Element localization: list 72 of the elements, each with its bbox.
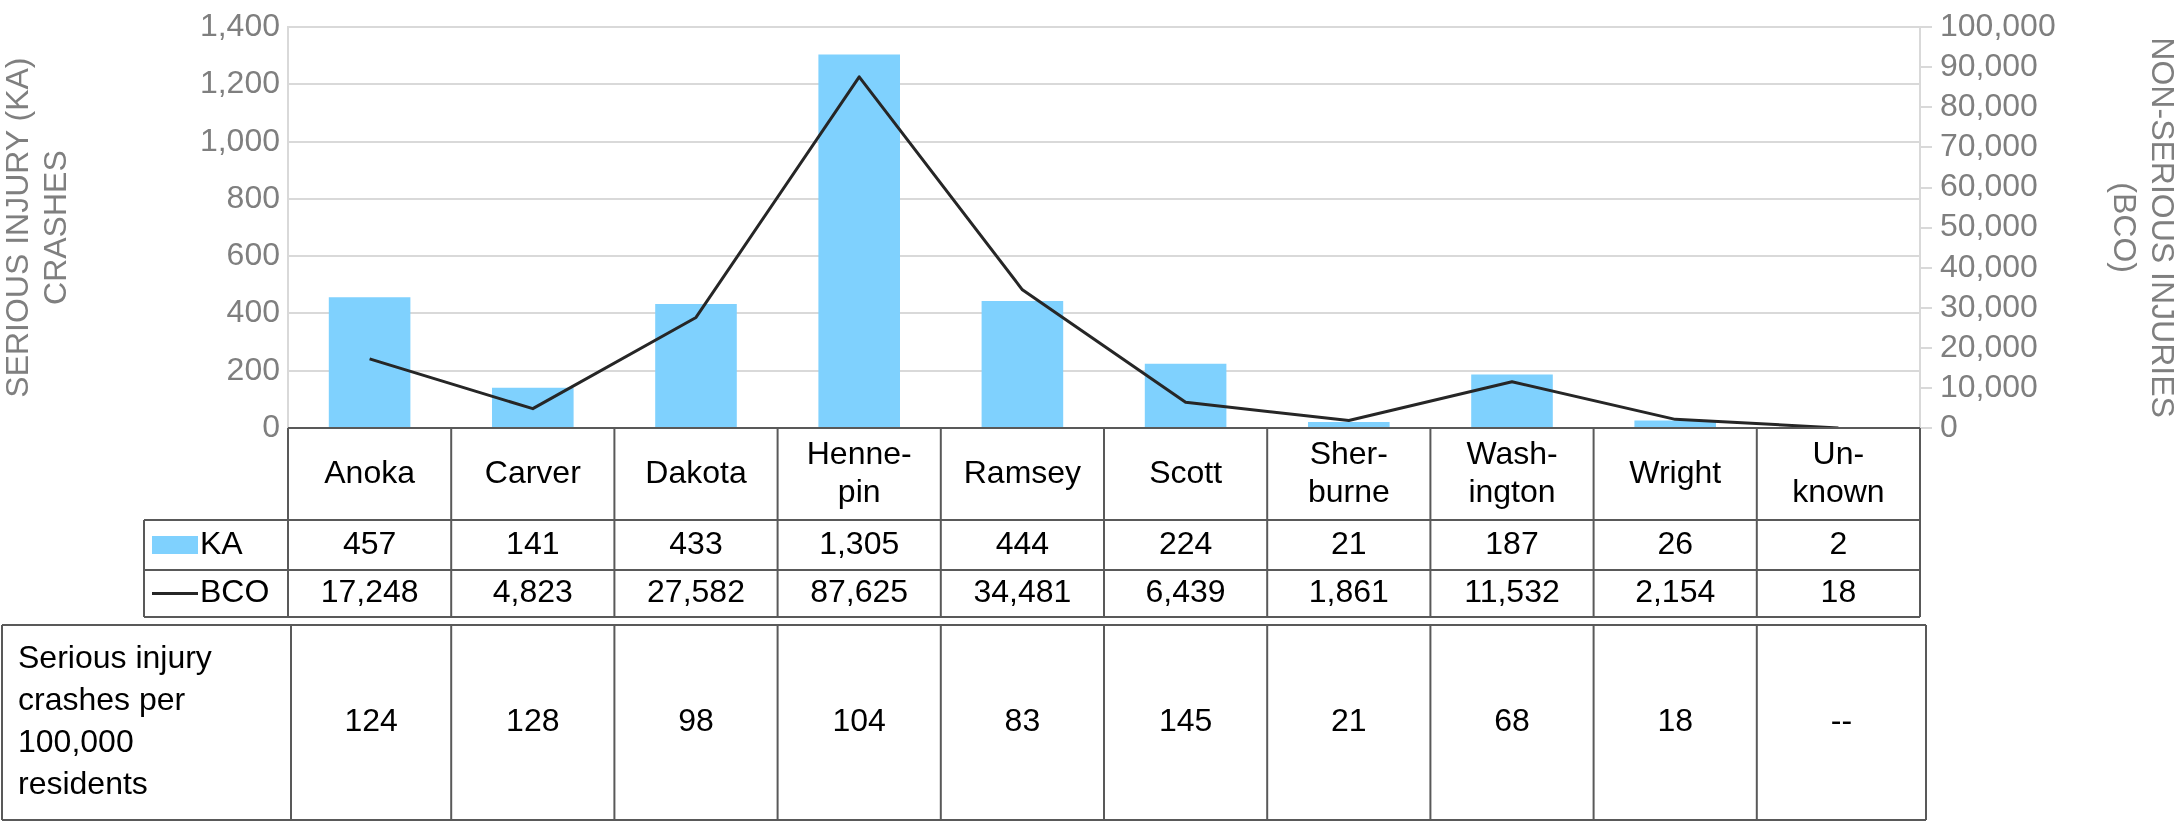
data-label: 26 — [1657, 524, 1693, 561]
bar — [1471, 374, 1553, 427]
data-label: 224 — [1158, 524, 1213, 561]
bar — [818, 54, 900, 427]
x-tick-label: Sher- burne — [1307, 434, 1390, 509]
data-label: 141 — [506, 524, 560, 561]
y-tick-label: 0 — [262, 407, 280, 444]
y-tick-label: 400 — [226, 293, 280, 330]
y-tick-label: 1,000 — [199, 121, 280, 158]
y2-tick-label: 50,000 — [1940, 207, 2038, 244]
x-tick-label: Henne- pin — [806, 434, 912, 509]
data-label: 18 — [1820, 573, 1857, 610]
y-tick-label: 600 — [226, 236, 280, 273]
legend-label: KA — [200, 524, 244, 561]
y2-tick-label: 90,000 — [1940, 47, 2038, 84]
data-label: 11,532 — [1464, 573, 1560, 610]
data-label: 34,481 — [973, 573, 1072, 610]
data-label: 27,582 — [647, 573, 745, 610]
y-axis-title: SERIOUS INJURY (KA) CRASHES — [0, 57, 74, 398]
y-tick-label: 200 — [226, 350, 280, 387]
x-tick-label: Carver — [484, 453, 582, 490]
bar — [492, 387, 574, 427]
bar — [981, 300, 1064, 427]
y2-tick-label: 40,000 — [1940, 247, 2038, 284]
x-tick-label: Un- known — [1792, 434, 1885, 509]
data-label: 2,154 — [1635, 573, 1716, 610]
y2-axis-title: NON-SERIOUS INJURIES (BCO) — [2106, 37, 2180, 418]
y2-tick-label: 10,000 — [1940, 367, 2038, 404]
legend-label: BCO — [200, 573, 270, 610]
data-label: 87,625 — [810, 573, 909, 610]
bar — [1144, 363, 1227, 427]
y2-tick-label: 60,000 — [1940, 167, 2038, 204]
text: -- — [1830, 702, 1853, 739]
data-label: 6,439 — [1145, 573, 1226, 610]
bar — [328, 297, 411, 427]
text: 98 — [678, 702, 714, 739]
data-label: 1,305 — [819, 524, 900, 561]
y2-tick-label: 0 — [1940, 407, 1958, 444]
y2-tick-label: 20,000 — [1940, 327, 2038, 364]
data-label: 1,861 — [1308, 573, 1389, 610]
data-label: 187 — [1485, 524, 1539, 561]
data-label: 433 — [669, 524, 723, 561]
y2-tick-label: 100,000 — [1940, 7, 2056, 44]
text: 128 — [506, 702, 560, 739]
x-tick-label: Wright — [1629, 453, 1722, 490]
x-tick-label: Scott — [1149, 453, 1223, 490]
text: Serious injury crashes per 100,000 residents — [18, 639, 212, 802]
text: 145 — [1158, 702, 1213, 739]
x-tick-label: Anoka — [324, 453, 416, 490]
data-label: 21 — [1331, 524, 1367, 561]
data-label: 17,248 — [320, 573, 419, 610]
text: 21 — [1331, 702, 1367, 739]
text: 68 — [1494, 702, 1530, 739]
x-tick-label: Wash- ington — [1466, 434, 1558, 509]
text: 83 — [1004, 702, 1041, 739]
text: 124 — [344, 702, 398, 739]
data-label: 4,823 — [492, 573, 573, 610]
bar — [1308, 421, 1390, 427]
text: 104 — [832, 702, 886, 739]
y-tick-label: 1,200 — [199, 64, 280, 101]
data-label: 444 — [995, 524, 1050, 561]
y2-tick-label: 80,000 — [1940, 87, 2038, 124]
x-tick-label: Ramsey — [963, 453, 1082, 490]
y-tick-label: 800 — [226, 178, 280, 215]
data-label: 2 — [1829, 524, 1848, 561]
y2-tick-label: 70,000 — [1940, 127, 2038, 164]
y-tick-label: 1,400 — [199, 7, 280, 44]
y2-tick-label: 30,000 — [1940, 287, 2038, 324]
x-tick-label: Dakota — [645, 453, 747, 490]
text: 18 — [1657, 702, 1693, 739]
bar — [655, 304, 737, 427]
data-label: 457 — [342, 524, 397, 561]
